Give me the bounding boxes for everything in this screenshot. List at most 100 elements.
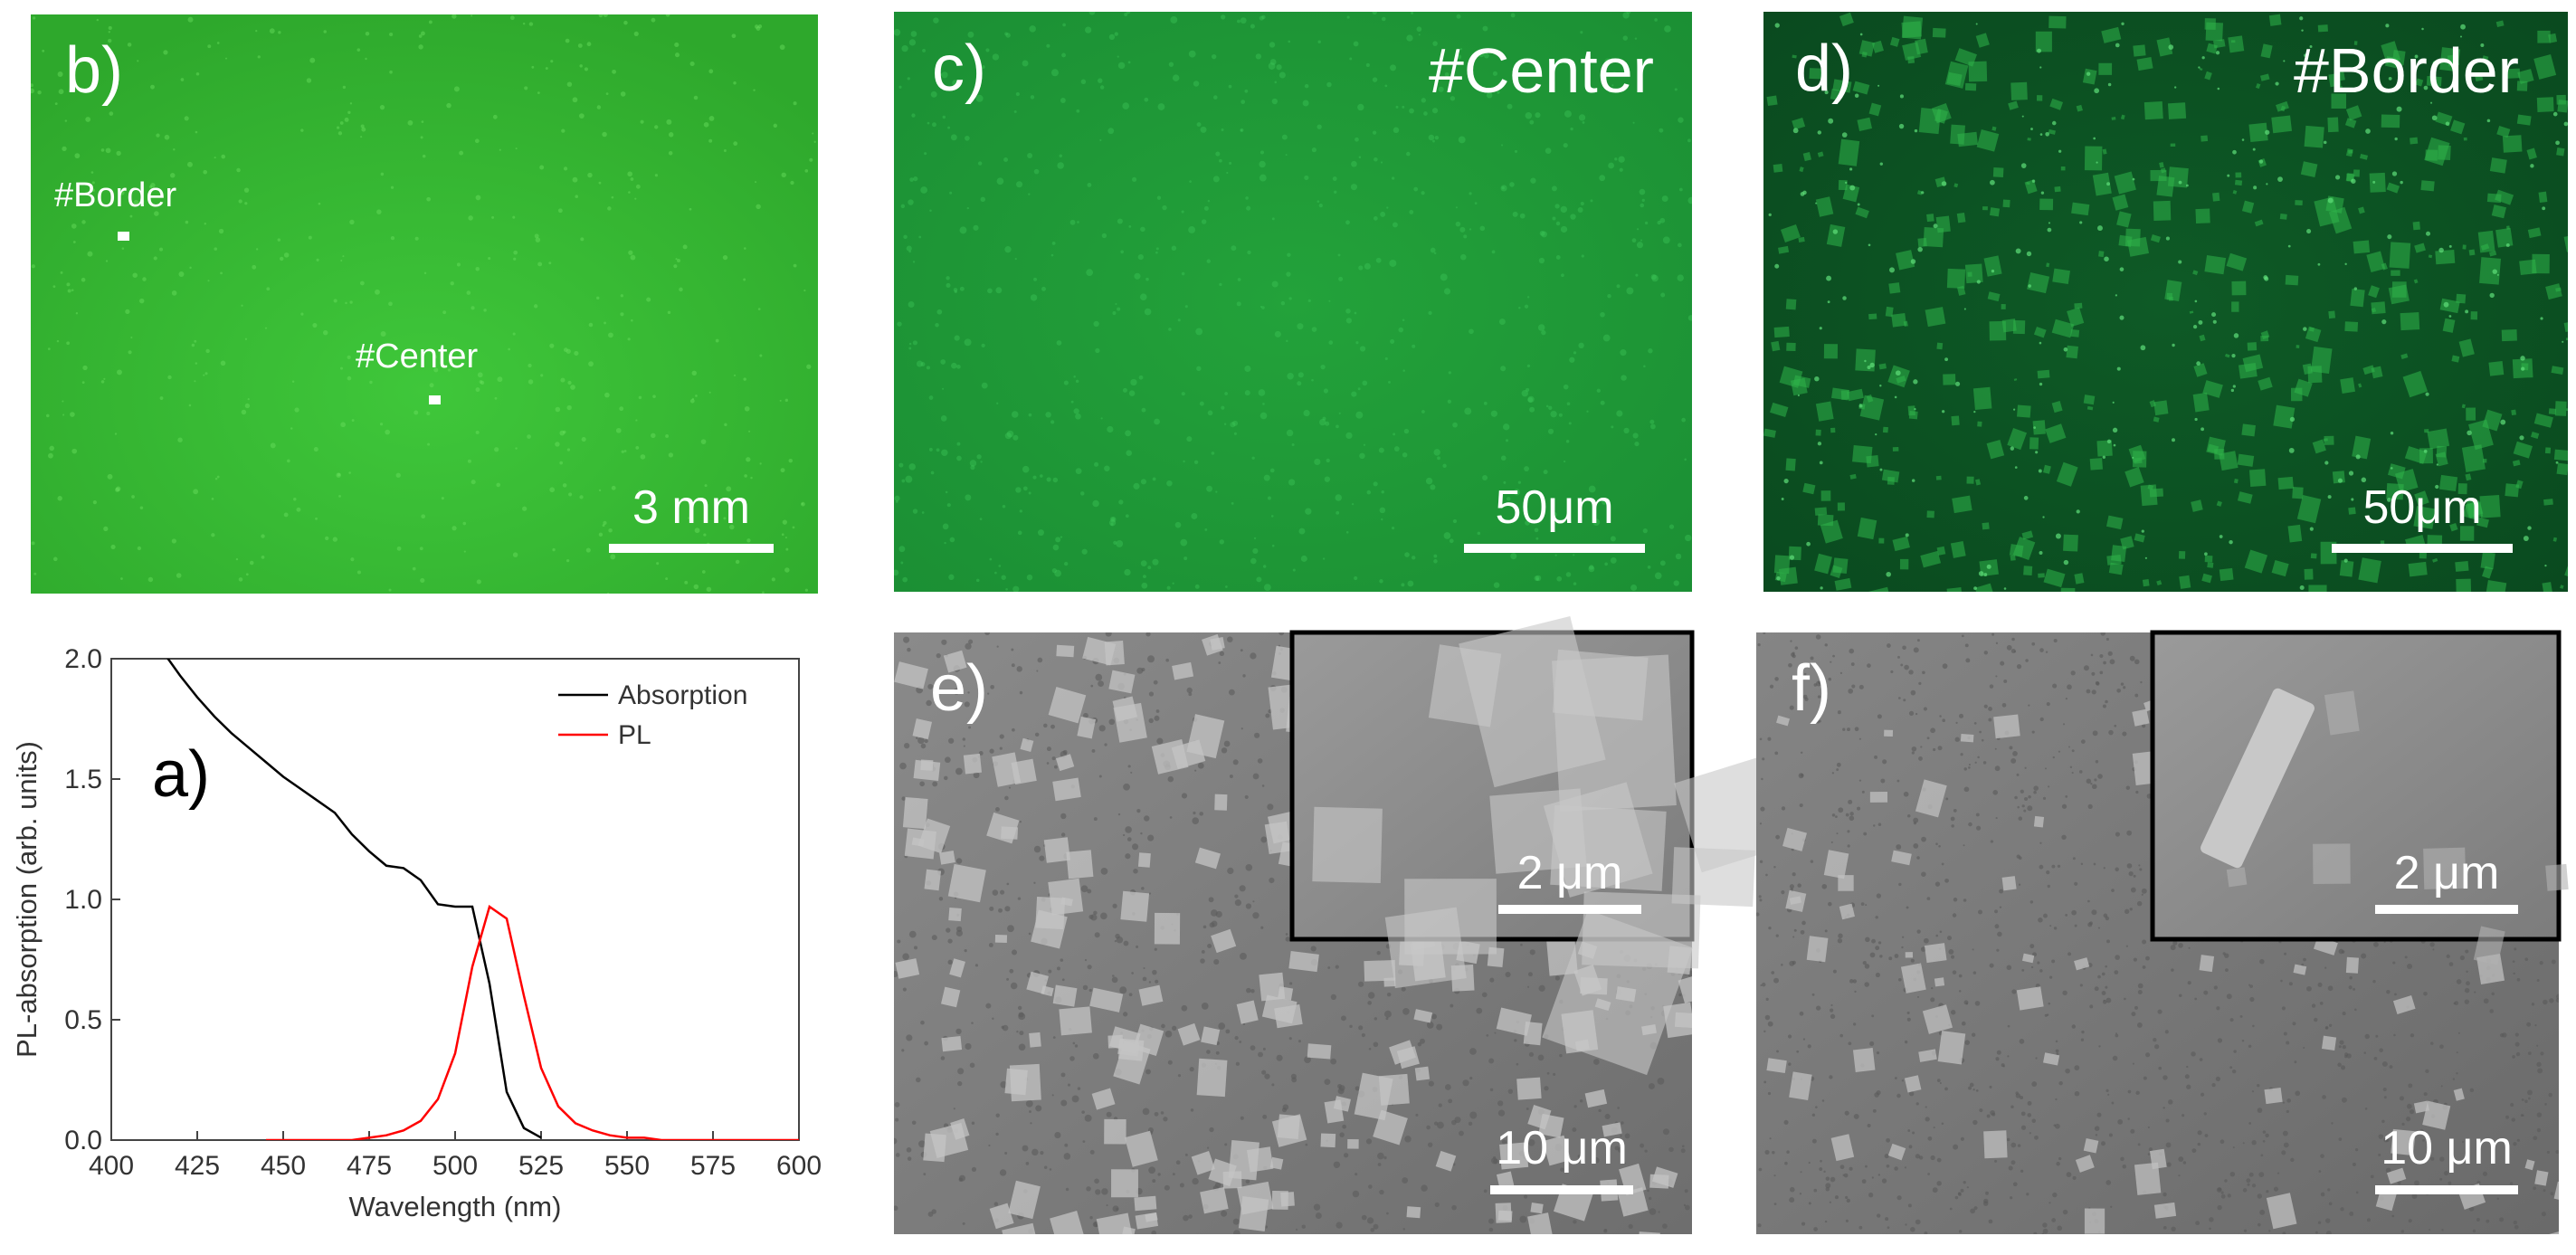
speck — [1668, 1146, 1674, 1153]
speck — [1151, 1230, 1156, 1234]
speck — [2408, 561, 2428, 577]
speck — [1035, 1105, 1042, 1112]
speck — [1304, 175, 1309, 181]
speck — [2422, 1138, 2425, 1142]
speck — [1012, 727, 1015, 732]
speck — [475, 266, 480, 271]
speck — [1999, 889, 2004, 894]
speck — [1269, 1156, 1284, 1170]
speck — [2339, 560, 2354, 577]
speck — [2257, 1108, 2263, 1113]
speck — [1040, 1151, 1044, 1155]
speck — [2231, 354, 2236, 358]
speck — [360, 136, 363, 138]
speck — [2043, 1052, 2060, 1066]
speck — [1059, 154, 1063, 158]
speck — [2251, 1090, 2255, 1093]
speck — [999, 1169, 1007, 1176]
speck — [1374, 1017, 1378, 1021]
speck — [1112, 903, 1117, 908]
speck — [2045, 423, 2067, 443]
speck — [1421, 98, 1426, 103]
speck — [241, 304, 243, 307]
speck — [1459, 1130, 1464, 1136]
speck — [2105, 637, 2109, 642]
speck — [1643, 365, 1646, 368]
speck — [2080, 739, 2086, 744]
speck — [1000, 1081, 1007, 1089]
speck — [1661, 195, 1668, 203]
speck — [1781, 806, 1786, 811]
speck — [2132, 451, 2147, 468]
speck — [1469, 1048, 1477, 1055]
speck — [1286, 339, 1288, 343]
speck — [1140, 479, 1146, 485]
speck — [1123, 940, 1129, 946]
speck — [1269, 42, 1276, 48]
speck — [1817, 442, 1822, 446]
speck — [1143, 575, 1146, 579]
speck — [1507, 1089, 1514, 1094]
speck — [1769, 684, 1774, 689]
speck — [2101, 991, 2106, 996]
speck — [528, 22, 534, 26]
speck — [2565, 338, 2568, 341]
speck — [1257, 758, 1263, 764]
speck — [1941, 862, 1944, 866]
speck — [1134, 1195, 1157, 1212]
speck — [2079, 984, 2083, 987]
speck — [1907, 1129, 1911, 1132]
speck — [1469, 1076, 1473, 1080]
speck — [2110, 1205, 2113, 1208]
speck — [918, 235, 922, 239]
speck — [1808, 1202, 1811, 1205]
speck — [552, 547, 556, 552]
speck — [1937, 746, 1943, 751]
speck — [1831, 387, 1850, 401]
speck — [204, 372, 208, 376]
speck — [996, 645, 999, 648]
speck — [2426, 231, 2431, 236]
speck — [2199, 67, 2203, 71]
speck — [1775, 834, 1781, 840]
speck — [923, 1133, 946, 1163]
speck — [2061, 803, 2067, 809]
speck — [2414, 490, 2429, 507]
speck — [759, 462, 762, 465]
speck — [1671, 847, 1755, 908]
speck — [2028, 795, 2031, 799]
speck — [1152, 558, 1159, 566]
speck — [2328, 1023, 2333, 1027]
speck — [2260, 1154, 2264, 1157]
speck — [2552, 111, 2558, 117]
speck — [1476, 1007, 1483, 1014]
speck — [1488, 1058, 1495, 1064]
speck — [2165, 1142, 2172, 1148]
speck — [1456, 14, 1461, 19]
speck — [1527, 1138, 1535, 1146]
speck — [2086, 405, 2094, 411]
speck — [1902, 645, 1906, 651]
speck — [941, 639, 947, 645]
speck — [1792, 117, 1806, 130]
speck — [1409, 108, 1414, 114]
speck — [1403, 428, 1410, 434]
speck — [187, 16, 194, 23]
speck — [1357, 103, 1364, 111]
speck — [1098, 78, 1103, 83]
speck — [1802, 1038, 1806, 1041]
speck — [2266, 1193, 2297, 1230]
speck — [1152, 969, 1157, 975]
speck — [1819, 59, 1824, 64]
speck — [2533, 54, 2557, 80]
speck — [1303, 409, 1310, 417]
speck — [1845, 1195, 1849, 1200]
speck — [2011, 989, 2017, 994]
speck — [37, 90, 42, 95]
speck — [1871, 938, 1876, 944]
speck — [2011, 637, 2015, 642]
speck — [2464, 999, 2470, 1004]
speck — [1478, 51, 1485, 58]
speck — [596, 296, 600, 300]
speck — [1973, 586, 1977, 591]
